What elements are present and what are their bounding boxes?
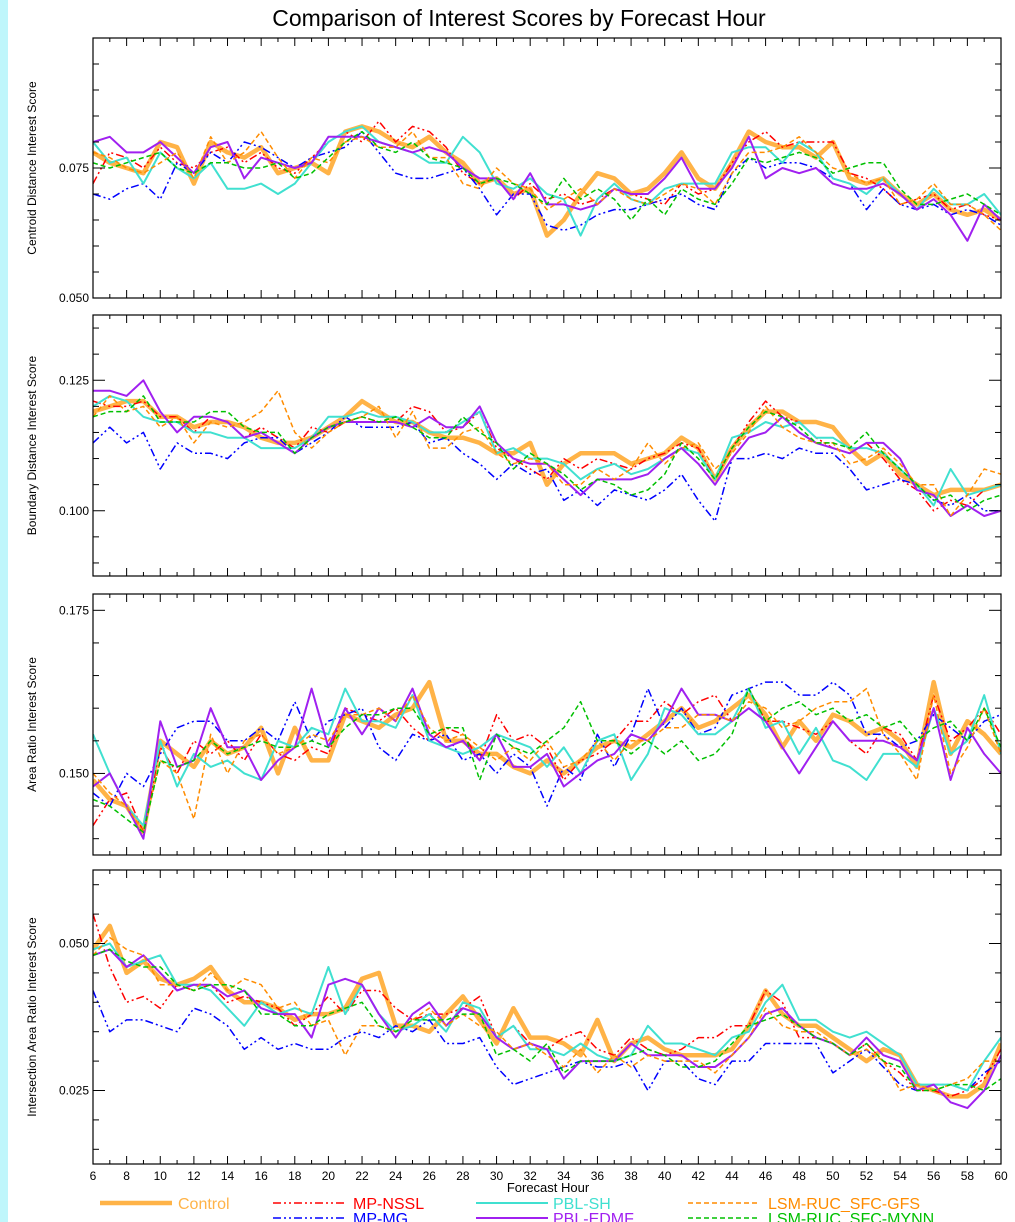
- series-line-control: [93, 679, 1001, 835]
- legend-label: MP-NSSL: [353, 1196, 424, 1213]
- series-line-lsm-ruc-sfc-gfs: [93, 936, 1001, 1092]
- chart-figure: Comparison of Interest Scores by Forecas…: [8, 0, 1015, 1222]
- panel-4: 0.025 0.050 Intersection Area Ratio Intere…: [25, 869, 1002, 1165]
- legend-item-pbl-sh: PBL-SH: [476, 1196, 611, 1213]
- panel-1: 0.050 0.075 Centroid Distance Interest Sco…: [25, 37, 1002, 305]
- legend-item-control: Control: [100, 1196, 230, 1213]
- x-tick-label: 36: [591, 1169, 605, 1183]
- x-tick-label: 28: [456, 1169, 470, 1183]
- series-line-lsm-ruc-sfc-gfs: [93, 130, 1001, 231]
- x-tick-label: 18: [288, 1169, 302, 1183]
- x-tick-label: 60: [994, 1169, 1008, 1183]
- y-tick-label: 0.025: [59, 1084, 89, 1098]
- chart-canvas: Comparison of Interest Scores by Forecas…: [25, 5, 1008, 1222]
- chart-title: Comparison of Interest Scores by Forecas…: [272, 5, 766, 31]
- series-line-pbl-sh: [93, 125, 1001, 237]
- x-tick-label: 26: [423, 1169, 437, 1183]
- legend-item-mp-mg: MP-MG: [273, 1211, 408, 1222]
- panel-3-series: [93, 679, 1001, 840]
- panel-2-series: [93, 379, 1001, 522]
- legend-item-pbl-edmf: PBL-EDMF: [476, 1211, 634, 1222]
- series-line-lsm-ruc-sfc-gfs: [93, 687, 1001, 833]
- series-line-lsm-ruc-sfc-mynn: [93, 130, 1001, 221]
- legend-label: Control: [178, 1196, 230, 1213]
- series-line-control: [93, 124, 1001, 238]
- series-line-mp-mg: [93, 681, 1001, 807]
- series-line-mp-mg: [93, 990, 1001, 1092]
- x-tick-label: 20: [322, 1169, 336, 1183]
- legend-label: MP-MG: [353, 1211, 408, 1222]
- legend-item-mp-nssl: MP-NSSL: [273, 1196, 424, 1213]
- panel-1-series: [93, 120, 1001, 242]
- plot-frame: [92, 869, 1002, 1165]
- series-line-lsm-ruc-sfc-gfs: [93, 389, 1001, 517]
- legend-item-lsm-ruc-sfc-gfs: LSM-RUC_SFC-GFS: [688, 1196, 920, 1213]
- legend-label: LSM-RUC_SFC-GFS: [768, 1196, 920, 1213]
- series-line-lsm-ruc-sfc-mynn: [93, 948, 1001, 1092]
- y-tick-label: 0.075: [59, 161, 89, 175]
- series-line-control: [93, 923, 1001, 1099]
- y-tick-label: 0.150: [59, 766, 89, 780]
- x-tick-labels: 6 8 10 12 14 16 18 20 22 24 26 28 30 32 34 36 38 40 42 44 46…: [90, 1169, 1008, 1183]
- x-axis-label: Forecast Hour: [507, 1180, 590, 1195]
- plot-frame: [92, 593, 1002, 856]
- x-tick-label: 38: [624, 1169, 638, 1183]
- x-tick-label: 46: [759, 1169, 773, 1183]
- x-tick-label: 52: [860, 1169, 874, 1183]
- x-tick-label: 48: [793, 1169, 807, 1183]
- x-tick-label: 34: [557, 1169, 571, 1183]
- legend-label: PBL-SH: [553, 1196, 611, 1213]
- legend-label: PBL-EDMF: [553, 1211, 634, 1222]
- plot-frame: [92, 314, 1002, 577]
- x-tick-label: 10: [154, 1169, 168, 1183]
- y-axis-label: Centroid Distance Interest Score: [25, 81, 39, 255]
- series-line-mp-nssl: [93, 400, 1001, 512]
- y-axis-label: Boundary Distance Interest Score: [25, 355, 39, 535]
- series-line-lsm-ruc-sfc-mynn: [93, 687, 1001, 833]
- x-tick-label: 12: [187, 1169, 201, 1183]
- x-tick-label: 42: [692, 1169, 706, 1183]
- legend-label: LSM-RUC_SFC-MYNN: [768, 1211, 934, 1222]
- panel-4-series: [93, 913, 1001, 1110]
- series-line-pbl-sh: [93, 687, 1001, 827]
- x-tick-label: 22: [355, 1169, 369, 1183]
- series-line-pbl-sh: [93, 942, 1001, 1092]
- x-tick-label: 44: [725, 1169, 739, 1183]
- series-line-mp-nssl: [93, 913, 1001, 1098]
- x-tick-label: 14: [221, 1169, 235, 1183]
- y-axis-label: Area Ratio Interest Score: [25, 657, 39, 792]
- x-tick-label: 16: [254, 1169, 268, 1183]
- x-tick-label: 8: [123, 1169, 130, 1183]
- plot-frame: [92, 37, 1002, 299]
- y-tick-label: 0.050: [59, 291, 89, 305]
- y-tick-label: 0.050: [59, 937, 89, 951]
- x-tick-label: 50: [826, 1169, 840, 1183]
- x-tick-label: 30: [490, 1169, 504, 1183]
- series-line-pbl-edmf: [93, 687, 1001, 840]
- y-tick-label: 0.175: [59, 603, 89, 617]
- y-tick-label: 0.125: [59, 373, 89, 387]
- x-tick-label: 58: [961, 1169, 975, 1183]
- x-tick-label: 40: [658, 1169, 672, 1183]
- panel-3: 0.150 0.175 Area Ratio Interest Score: [25, 593, 1002, 856]
- x-tick-label: 56: [927, 1169, 941, 1183]
- panel-2: 0.100 0.125 Boundary Distance Interest Sco…: [25, 314, 1002, 577]
- x-tick-label: 24: [389, 1169, 403, 1183]
- y-tick-label: 0.100: [59, 504, 89, 518]
- series-line-lsm-ruc-sfc-mynn: [93, 395, 1001, 512]
- x-tick-label: 32: [524, 1169, 538, 1183]
- series-line-mp-mg: [93, 416, 1001, 522]
- y-axis-label: Intersection Area Ratio Interest Score: [25, 917, 39, 1117]
- series-line-pbl-edmf: [93, 948, 1001, 1110]
- x-tick-label: 54: [893, 1169, 907, 1183]
- x-tick-label: 6: [90, 1169, 97, 1183]
- legend-item-lsm-ruc-sfc-mynn: LSM-RUC_SFC-MYNN: [688, 1211, 934, 1222]
- chart-panels: 0.050 0.075 Centroid Distance Interest Sco…: [25, 37, 1002, 1165]
